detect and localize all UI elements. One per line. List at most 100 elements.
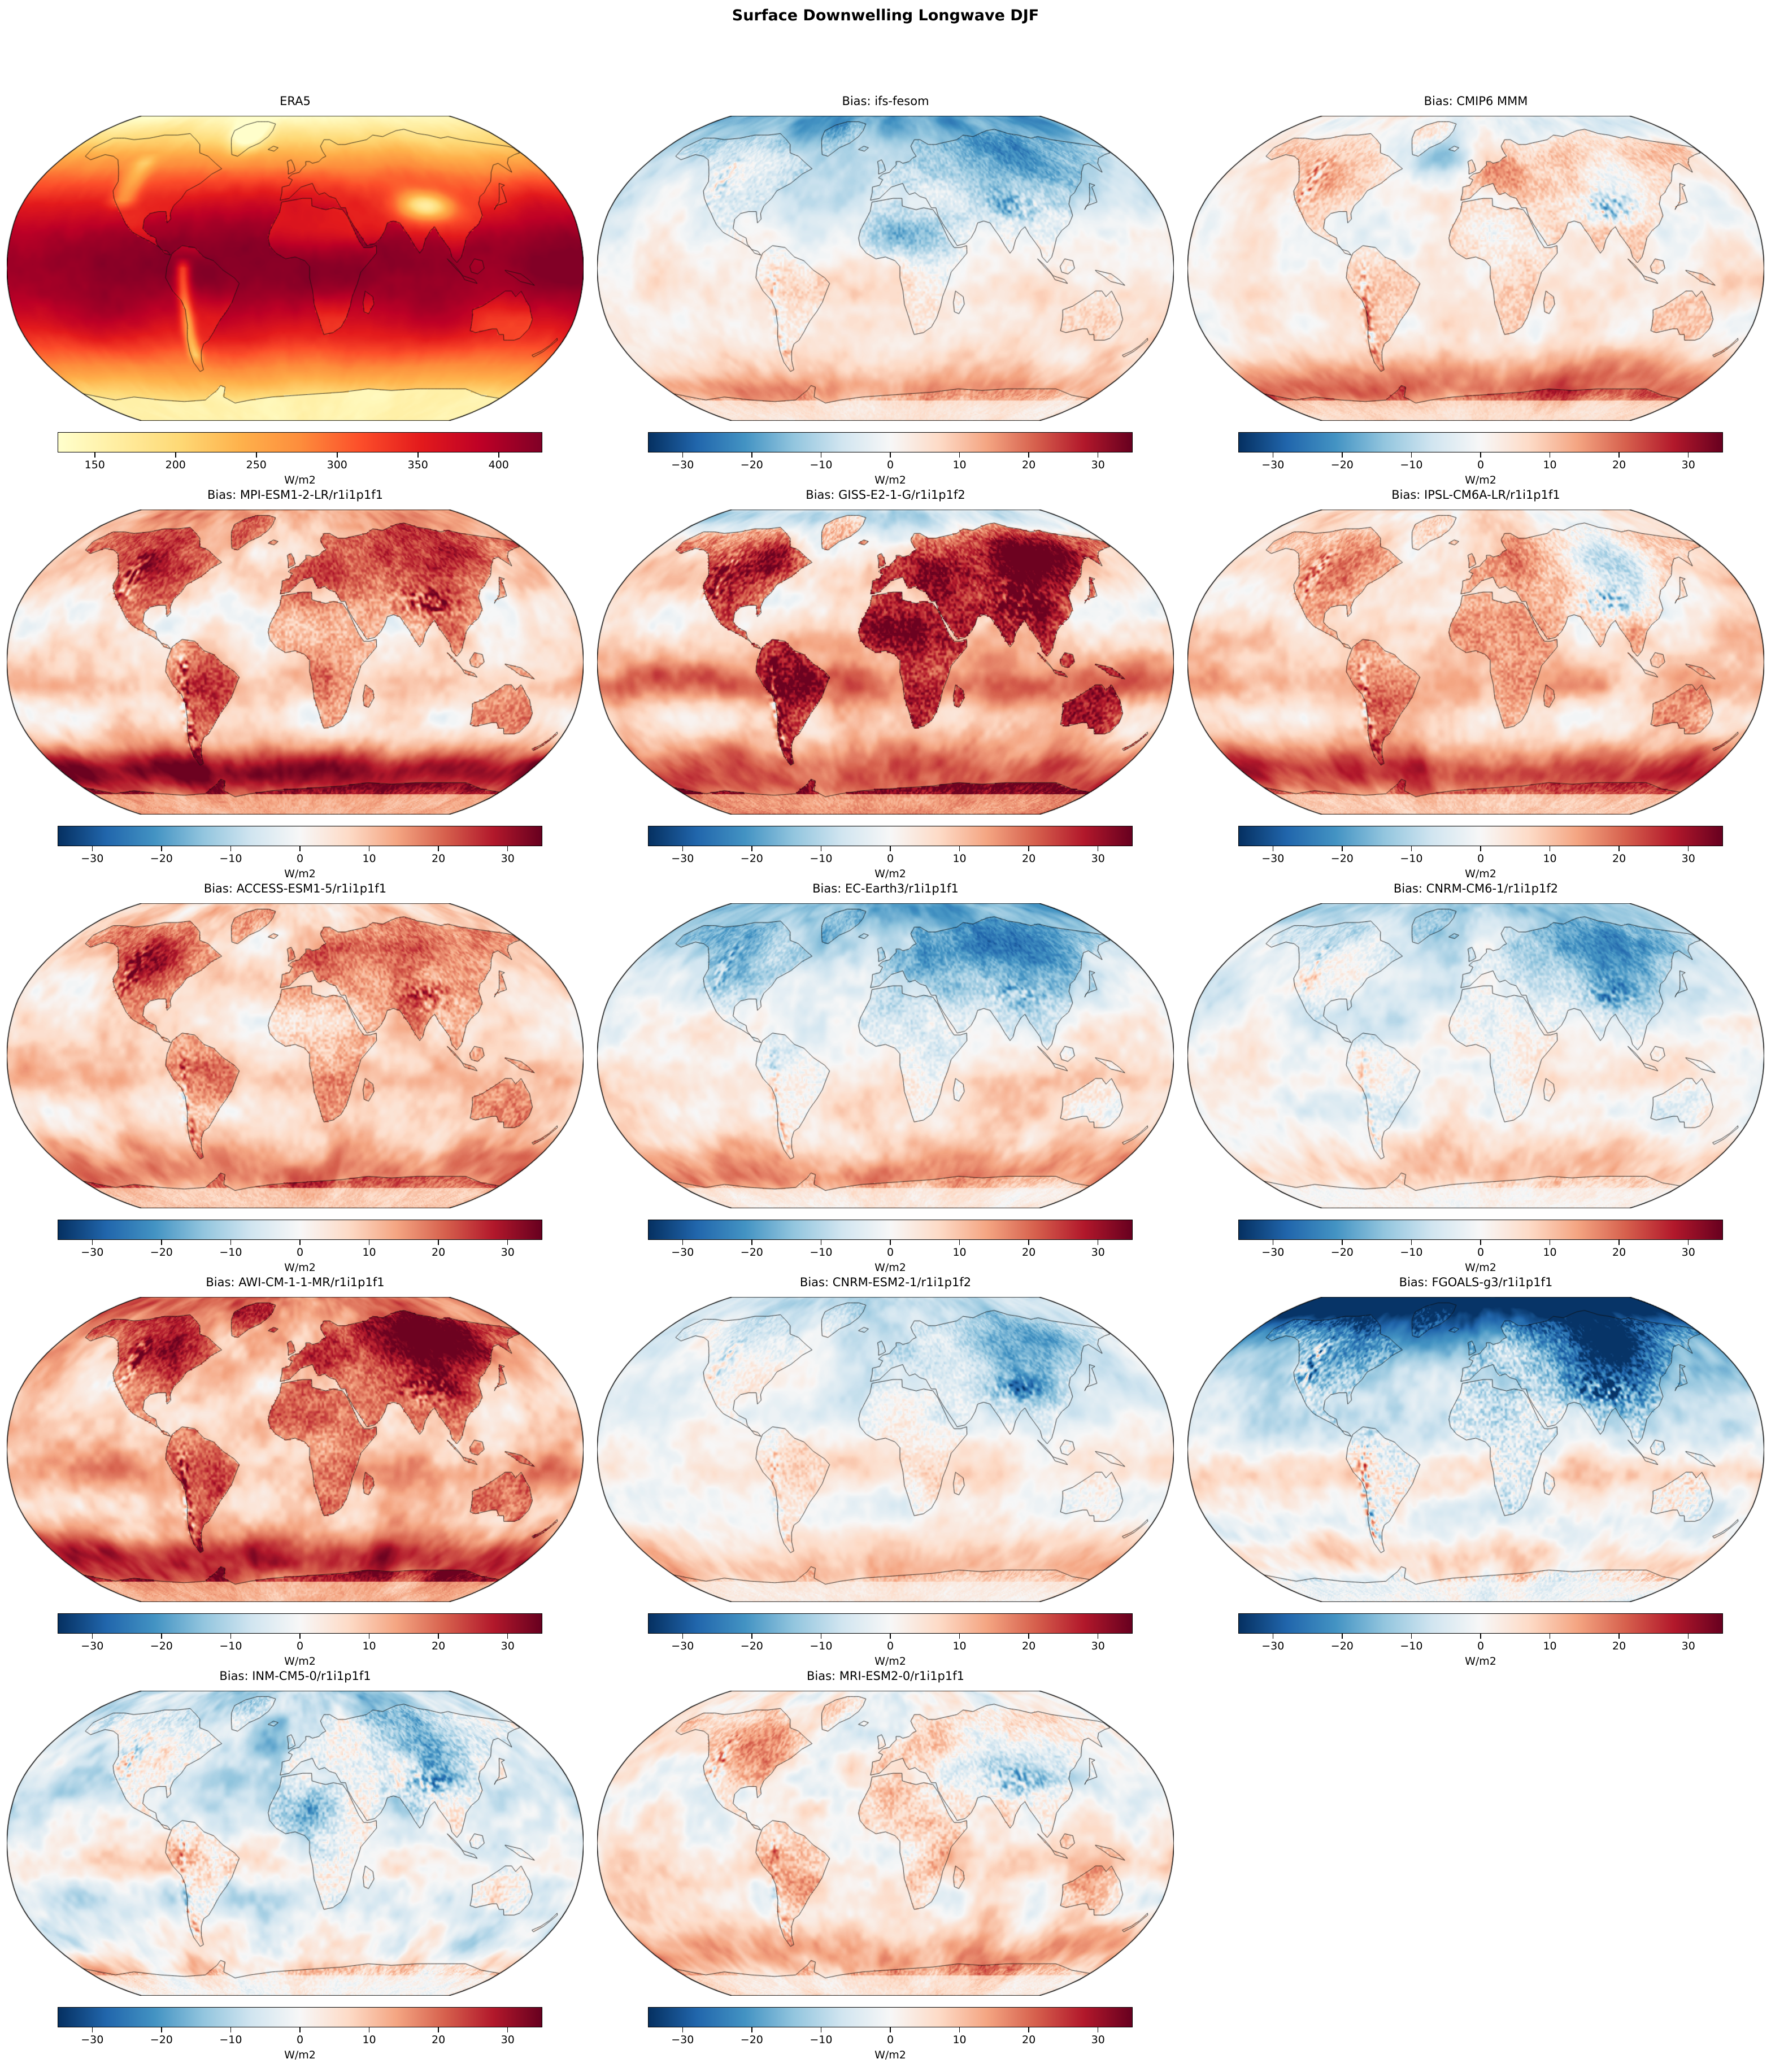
colorbar-tick-label: −30 xyxy=(671,1640,694,1652)
colorbar-tick xyxy=(959,1240,960,1245)
colorbar-tick xyxy=(92,846,93,851)
colorbar-tick-label: 20 xyxy=(1022,1246,1036,1259)
colorbar-tick xyxy=(1097,1240,1099,1245)
map-panel: Bias: EC-Earth3/r1i1p1f1 W/m2 −30 −20 −10 0… xyxy=(590,872,1181,1274)
colorbar-tick xyxy=(92,1240,93,1245)
colorbar-tick xyxy=(682,2027,684,2032)
colorbar: W/m2 −30 −20 −10 0 10 20 30 xyxy=(590,1220,1181,1274)
colorbar-tick-label: −20 xyxy=(740,1640,763,1652)
colorbar-unit-label: W/m2 xyxy=(1465,1655,1496,1668)
colorbar-tick-label: −20 xyxy=(1330,852,1354,865)
colorbar-tick-label: −30 xyxy=(1261,459,1285,471)
panel-title: Bias: IPSL-CM6A-LR/r1i1p1f1 xyxy=(1391,488,1560,502)
colorbar-tick-label: −20 xyxy=(1330,1246,1354,1259)
colorbar-tick-label: −10 xyxy=(1400,459,1423,471)
world-map-canvas xyxy=(7,1691,584,1996)
colorbar-tick xyxy=(682,1634,684,1639)
colorbar-tick xyxy=(230,1240,232,1245)
colorbar-unit-label: W/m2 xyxy=(284,868,316,880)
colorbar-tick-label: 20 xyxy=(432,852,446,865)
colorbar-tick xyxy=(368,846,370,851)
colorbar-tick-label: 20 xyxy=(1022,459,1036,471)
map-panel: Bias: AWI-CM-1-1-MR/r1i1p1f1 W/m2 −30 −20… xyxy=(0,1266,590,1668)
colorbar-tick-label: −20 xyxy=(740,2034,763,2046)
colorbar-tick-label: 30 xyxy=(1091,1640,1105,1652)
colorbar-tick-label: −30 xyxy=(671,852,694,865)
colorbar-tick xyxy=(94,452,95,458)
colorbar: W/m2 −30 −20 −10 0 10 20 30 xyxy=(0,2007,590,2061)
colorbar-tick xyxy=(299,1240,301,1245)
colorbar-tick-label: −30 xyxy=(671,2034,694,2046)
colorbar-tick-label: 10 xyxy=(1543,1246,1557,1259)
colorbar-tick xyxy=(1272,1240,1274,1245)
colorbar-tick-label: 30 xyxy=(1681,1246,1695,1259)
panel-title: Bias: EC-Earth3/r1i1p1f1 xyxy=(812,882,959,895)
world-map-canvas xyxy=(597,510,1174,815)
colorbar-tick xyxy=(959,846,960,851)
colorbar-tick xyxy=(1687,452,1689,458)
colorbar-gradient xyxy=(648,2007,1133,2027)
colorbar-tick xyxy=(1028,1634,1029,1639)
colorbar-tick-label: 10 xyxy=(952,852,967,865)
colorbar: W/m2 150 200 250 300 350 400 xyxy=(0,432,590,486)
colorbar-gradient xyxy=(1238,826,1723,846)
world-map-canvas xyxy=(7,903,584,1208)
colorbar-tick-label: 20 xyxy=(1022,1640,1036,1652)
colorbar-unit-label: W/m2 xyxy=(1465,474,1496,486)
panel-title: Bias: MPI-ESM1-2-LR/r1i1p1f1 xyxy=(207,488,383,502)
colorbar-tick xyxy=(959,452,960,458)
colorbar-tick-label: −20 xyxy=(740,1246,763,1259)
colorbar-tick xyxy=(682,1240,684,1245)
colorbar-gradient xyxy=(648,1613,1133,1634)
colorbar-unit-label: W/m2 xyxy=(284,474,316,486)
map-panel: Bias: CMIP6 MMM W/m2 −30 −20 −10 0 10 20 30 xyxy=(1181,85,1771,486)
colorbar-tick-label: 0 xyxy=(886,1246,894,1259)
colorbar-tick xyxy=(682,452,684,458)
colorbar-tick xyxy=(161,1240,162,1245)
colorbar-tick-label: 350 xyxy=(407,459,428,471)
map-panel: Bias: ifs-fesom W/m2 −30 −20 −10 0 10 20 30 xyxy=(590,85,1181,486)
colorbar-tick xyxy=(1480,1240,1481,1245)
colorbar-tick xyxy=(1411,1240,1412,1245)
map-panel: Bias: MRI-ESM2-0/r1i1p1f1 W/m2 −30 −20 −10… xyxy=(590,1660,1181,2061)
colorbar-gradient xyxy=(58,1613,542,1634)
colorbar: W/m2 −30 −20 −10 0 10 20 30 xyxy=(590,1613,1181,1668)
colorbar-tick xyxy=(438,1634,439,1639)
colorbar-tick xyxy=(1687,1634,1689,1639)
colorbar-tick xyxy=(1618,846,1620,851)
colorbar-tick xyxy=(1342,452,1343,458)
colorbar-tick-label: 0 xyxy=(1477,459,1485,471)
world-map-canvas xyxy=(597,1691,1174,1996)
colorbar-tick xyxy=(682,846,684,851)
colorbar-tick-label: 10 xyxy=(952,459,967,471)
colorbar-tick-label: 150 xyxy=(84,459,105,471)
colorbar-tick xyxy=(1342,1240,1343,1245)
colorbar-tick xyxy=(1097,1634,1099,1639)
colorbar-tick xyxy=(230,1634,232,1639)
colorbar-tick-label: 10 xyxy=(952,1246,967,1259)
panel-title: Bias: ifs-fesom xyxy=(842,94,929,108)
colorbar-gradient xyxy=(648,1220,1133,1240)
colorbar-tick xyxy=(1272,1634,1274,1639)
colorbar-tick-label: 20 xyxy=(1022,2034,1036,2046)
colorbar: W/m2 −30 −20 −10 0 10 20 30 xyxy=(590,826,1181,880)
colorbar-tick xyxy=(1618,1240,1620,1245)
map-panel: Bias: GISS-E2-1-G/r1i1p1f2 W/m2 −30 −20 −1… xyxy=(590,478,1181,880)
colorbar-tick-label: −30 xyxy=(81,2034,104,2046)
colorbar-tick-label: 10 xyxy=(362,2034,376,2046)
colorbar-tick xyxy=(507,846,508,851)
colorbar-tick-label: −10 xyxy=(810,2034,833,2046)
colorbar-tick-label: 30 xyxy=(1681,1640,1695,1652)
colorbar-tick-label: 30 xyxy=(501,1640,515,1652)
colorbar-tick xyxy=(820,1634,822,1639)
colorbar-gradient xyxy=(1238,432,1723,452)
colorbar-tick xyxy=(751,1634,752,1639)
panel-title: Bias: CMIP6 MMM xyxy=(1424,94,1528,108)
colorbar-tick xyxy=(820,846,822,851)
colorbar-tick xyxy=(175,452,176,458)
colorbar-tick xyxy=(1549,1634,1551,1639)
colorbar-gradient xyxy=(58,826,542,846)
colorbar-tick-label: 10 xyxy=(1543,852,1557,865)
colorbar-tick-label: 20 xyxy=(432,2034,446,2046)
colorbar-unit-label: W/m2 xyxy=(874,1261,906,1274)
